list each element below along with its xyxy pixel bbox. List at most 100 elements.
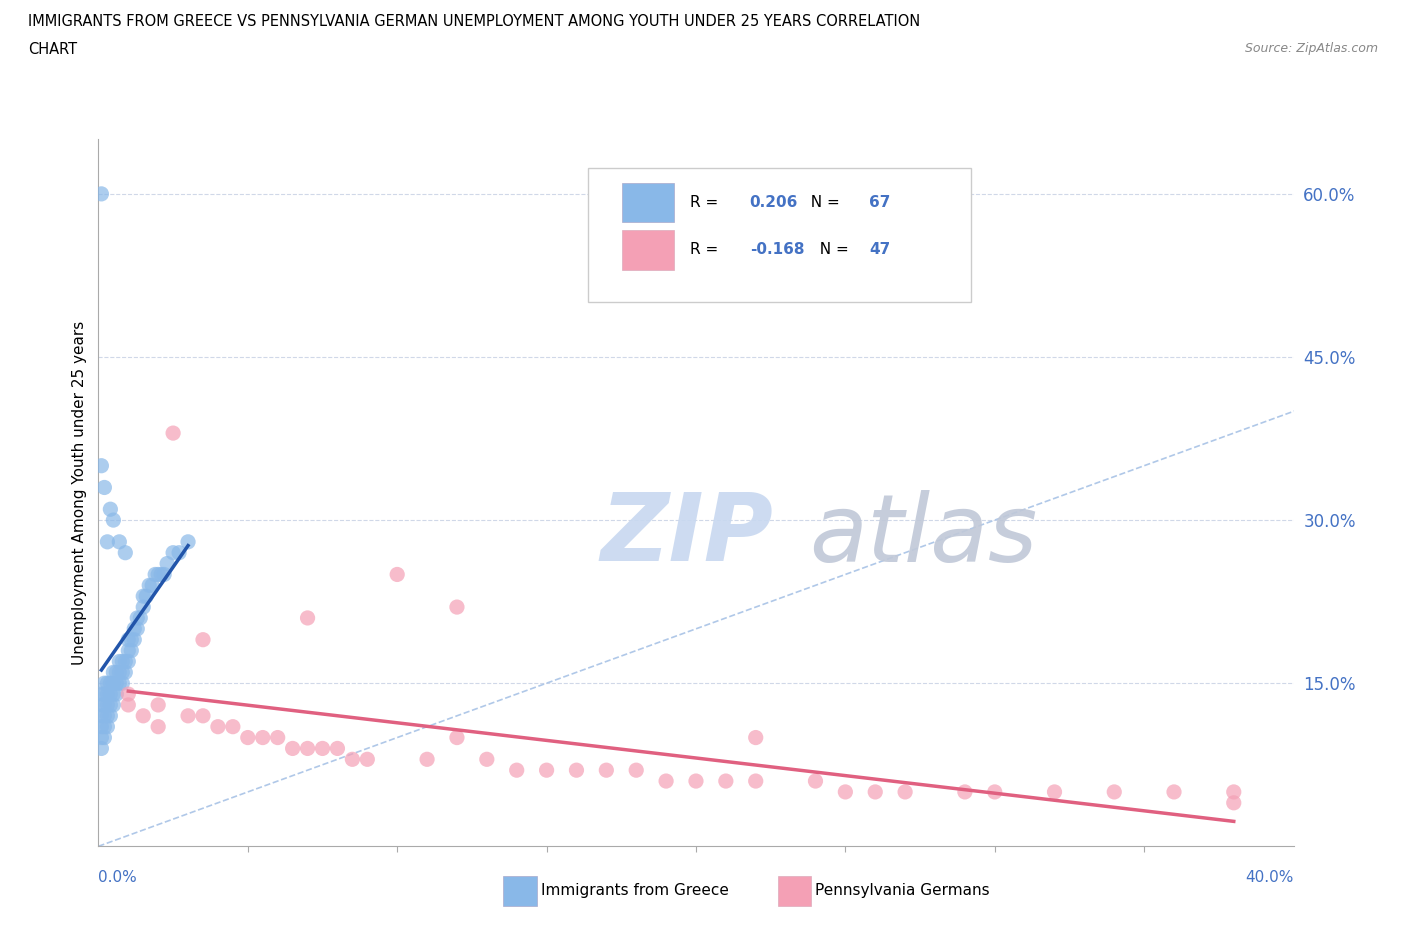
Point <box>127 621 149 636</box>
Point <box>90 741 112 756</box>
Point <box>326 741 349 756</box>
Point <box>103 665 125 680</box>
Point <box>356 751 378 766</box>
Point <box>132 709 155 724</box>
Point <box>416 751 439 766</box>
Point <box>132 600 155 615</box>
Point <box>90 709 112 724</box>
Text: 67: 67 <box>869 195 890 210</box>
Point <box>96 676 118 691</box>
Point <box>96 686 118 701</box>
Point <box>90 698 112 712</box>
Point <box>191 632 214 647</box>
Point <box>342 751 364 766</box>
Point <box>207 719 229 734</box>
Point <box>1104 785 1126 800</box>
Point <box>834 785 856 800</box>
Point <box>177 709 200 724</box>
Point <box>565 763 588 777</box>
Point <box>894 785 917 800</box>
Point <box>311 741 333 756</box>
Point <box>90 686 112 701</box>
Point <box>446 600 468 615</box>
Point <box>117 632 139 647</box>
Point <box>105 676 128 691</box>
Point <box>100 676 122 691</box>
Point <box>150 567 173 582</box>
Text: R =: R = <box>690 242 723 258</box>
Point <box>114 545 136 560</box>
Point <box>127 610 149 625</box>
Point <box>108 535 131 550</box>
Point <box>132 589 155 604</box>
Point <box>120 644 142 658</box>
Point <box>117 686 139 701</box>
Point <box>222 719 245 734</box>
Point <box>685 774 707 789</box>
Text: -0.168: -0.168 <box>749 242 804 258</box>
Point <box>297 741 319 756</box>
Point <box>1223 795 1246 810</box>
Point <box>117 644 139 658</box>
FancyBboxPatch shape <box>621 230 675 270</box>
Point <box>103 698 125 712</box>
Point <box>117 698 139 712</box>
Point <box>93 730 115 745</box>
Point <box>111 676 134 691</box>
Point <box>111 665 134 680</box>
Point <box>117 654 139 669</box>
Point <box>143 567 166 582</box>
Point <box>297 610 319 625</box>
Point <box>96 709 118 724</box>
Point <box>96 698 118 712</box>
Text: Immigrants from Greece: Immigrants from Greece <box>541 884 730 898</box>
Point <box>90 186 112 201</box>
Point <box>1223 785 1246 800</box>
Point <box>93 698 115 712</box>
Text: 0.0%: 0.0% <box>98 870 138 884</box>
Point <box>167 545 190 560</box>
Text: Source: ZipAtlas.com: Source: ZipAtlas.com <box>1244 42 1378 55</box>
Point <box>141 578 163 592</box>
Point <box>93 676 115 691</box>
Text: ZIP: ZIP <box>600 489 773 581</box>
Y-axis label: Unemployment Among Youth under 25 years: Unemployment Among Youth under 25 years <box>72 321 87 665</box>
Point <box>475 751 498 766</box>
Point <box>100 698 122 712</box>
Point <box>96 535 118 550</box>
Point <box>252 730 274 745</box>
Point <box>1163 785 1185 800</box>
Text: CHART: CHART <box>28 42 77 57</box>
Point <box>281 741 304 756</box>
Point <box>153 567 176 582</box>
Point <box>93 686 115 701</box>
Point <box>103 676 125 691</box>
Point <box>177 535 200 550</box>
Point <box>236 730 259 745</box>
Point <box>148 567 170 582</box>
Point <box>953 785 976 800</box>
Text: N =: N = <box>810 242 853 258</box>
Point <box>100 709 122 724</box>
Text: 47: 47 <box>869 242 890 258</box>
Point <box>93 719 115 734</box>
Point <box>90 719 112 734</box>
Text: N =: N = <box>801 195 845 210</box>
Text: 40.0%: 40.0% <box>1246 870 1294 884</box>
Point <box>103 512 125 527</box>
Point <box>148 719 170 734</box>
Point <box>100 502 122 517</box>
Point <box>385 567 409 582</box>
Point <box>100 686 122 701</box>
Point <box>120 632 142 647</box>
Point <box>865 785 887 800</box>
Point <box>129 610 152 625</box>
Point <box>1043 785 1066 800</box>
Point <box>626 763 648 777</box>
Point <box>96 719 118 734</box>
Point <box>103 686 125 701</box>
Point <box>984 785 1007 800</box>
Point <box>162 545 184 560</box>
FancyBboxPatch shape <box>621 182 675 222</box>
Text: IMMIGRANTS FROM GREECE VS PENNSYLVANIA GERMAN UNEMPLOYMENT AMONG YOUTH UNDER 25 : IMMIGRANTS FROM GREECE VS PENNSYLVANIA G… <box>28 14 921 29</box>
